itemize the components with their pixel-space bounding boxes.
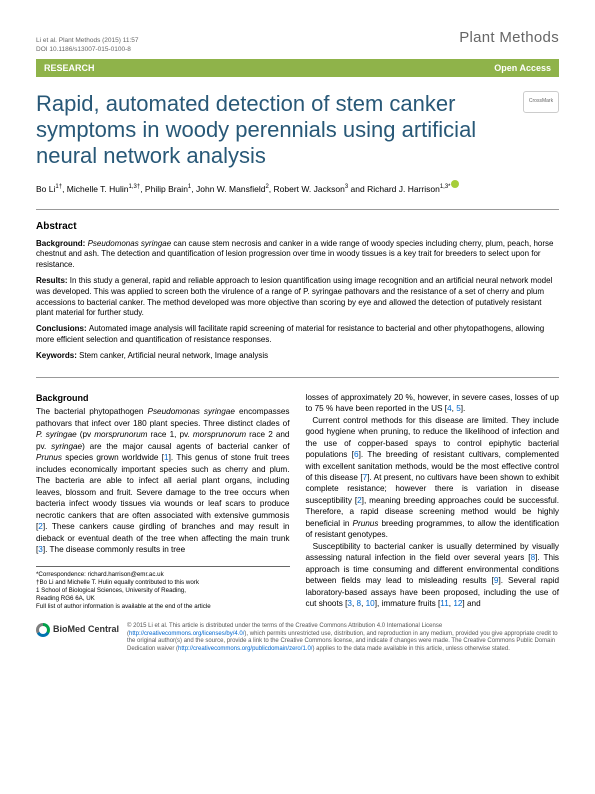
abstract-results: Results: In this study a general, rapid … <box>36 276 559 319</box>
col1-text: The bacterial phytopathogen Pseudomonas … <box>36 406 290 555</box>
open-access-label: Open Access <box>494 62 551 74</box>
biomedcentral-logo: BioMed Central <box>36 623 119 637</box>
col2-text: losses of approximately 20 %, however, i… <box>306 392 560 610</box>
authors-line: Bo Li1†, Michelle T. Hulin1,3†, Philip B… <box>36 180 559 195</box>
title-row: Rapid, automated detection of stem canke… <box>36 91 559 180</box>
footer: BioMed Central © 2015 Li et al. This art… <box>36 623 559 654</box>
column-right: losses of approximately 20 %, however, i… <box>306 392 560 611</box>
research-banner: RESEARCH Open Access <box>36 59 559 77</box>
banner-right: Open Access <box>494 62 551 74</box>
page: Li et al. Plant Methods (2015) 11:57 DOI… <box>0 0 595 674</box>
abstract-background: Background: Pseudomonas syringae can cau… <box>36 239 559 271</box>
license-text: © 2015 Li et al. This article is distrib… <box>127 623 559 654</box>
column-left: Background The bacterial phytopathogen P… <box>36 392 290 611</box>
abstract-keywords: Keywords: Stem canker, Artificial neural… <box>36 351 559 362</box>
crossmark-icon[interactable]: CrossMark <box>523 91 559 113</box>
body-columns: Background The bacterial phytopathogen P… <box>36 392 559 611</box>
bmc-text: BioMed Central <box>53 624 119 636</box>
authors-text: Bo Li1†, Michelle T. Hulin1,3†, Philip B… <box>36 184 451 194</box>
background-heading: Background <box>36 392 290 405</box>
abstract-box: Abstract Background: Pseudomonas syringa… <box>36 209 559 377</box>
doi-text: Li et al. Plant Methods (2015) 11:57 DOI… <box>36 37 139 55</box>
abstract-heading: Abstract <box>36 220 559 234</box>
journal-name: Plant Methods <box>459 28 559 48</box>
top-bar: Li et al. Plant Methods (2015) 11:57 DOI… <box>36 28 559 55</box>
abstract-conclusions: Conclusions: Automated image analysis wi… <box>36 324 559 346</box>
correspondence-footnote: *Correspondence: richard.harrison@emr.ac… <box>36 566 290 611</box>
bmc-circle-icon <box>36 623 50 637</box>
orcid-icon[interactable] <box>451 180 459 188</box>
banner-left: RESEARCH <box>44 62 95 74</box>
article-title: Rapid, automated detection of stem canke… <box>36 91 519 170</box>
